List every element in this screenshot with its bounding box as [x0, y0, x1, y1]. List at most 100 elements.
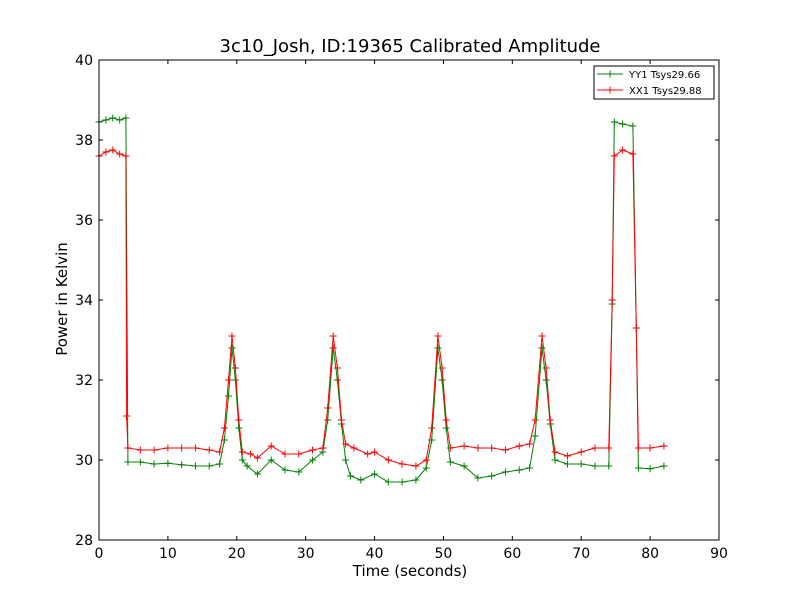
data-point-marker [191, 444, 199, 452]
data-point-marker [102, 148, 110, 156]
data-point-marker [231, 376, 239, 384]
y-tick-label: 34 [75, 293, 93, 309]
data-point-marker [102, 116, 110, 124]
data-point-marker [267, 442, 275, 450]
x-tick-label: 80 [641, 546, 659, 562]
data-point-marker [220, 424, 228, 432]
data-point-marker [150, 446, 158, 454]
data-point-marker [324, 416, 332, 424]
data-point-marker [610, 152, 618, 160]
data-point-marker [442, 416, 450, 424]
data-point-marker [526, 440, 534, 448]
data-point-marker [608, 296, 616, 304]
x-tick-label: 10 [159, 546, 177, 562]
data-point-marker [563, 460, 571, 468]
data-point-marker [605, 462, 613, 470]
data-point-marker [253, 454, 261, 462]
legend: YY1 Tsys29.66 XX1 Tsys29.88 [593, 65, 715, 100]
data-point-marker [577, 460, 585, 468]
data-point-marker [460, 462, 468, 470]
data-point-marker [605, 444, 613, 452]
data-point-marker [531, 432, 539, 440]
data-point-marker [109, 114, 117, 122]
x-tick-label: 90 [710, 546, 728, 562]
data-point-marker [371, 470, 379, 478]
data-point-marker [412, 462, 420, 470]
data-point-marker [337, 416, 345, 424]
data-point-marker [634, 464, 642, 472]
data-point-marker [446, 444, 454, 452]
legend-label: YY1 Tsys29.66 [628, 70, 700, 81]
y-tick-label: 40 [75, 53, 93, 69]
data-point-marker [216, 448, 224, 456]
data-point-marker [384, 478, 392, 486]
y-tick-label: 32 [75, 373, 93, 389]
data-point-marker [122, 114, 130, 122]
data-point-marker [235, 424, 243, 432]
data-point-marker [225, 392, 233, 400]
data-point-marker [501, 468, 509, 476]
x-tick-label: 30 [297, 546, 315, 562]
data-point-marker [346, 472, 354, 480]
data-point-marker [474, 474, 482, 482]
data-point-marker [350, 444, 358, 452]
data-point-marker [577, 448, 585, 456]
data-point-marker [235, 416, 243, 424]
data-point-marker [333, 376, 341, 384]
data-point-marker [136, 458, 144, 466]
data-point-marker [538, 344, 546, 352]
x-axis-label: Time (seconds) [352, 562, 468, 580]
data-point-marker [333, 364, 341, 372]
data-point-marker [591, 444, 599, 452]
data-point-marker [542, 376, 550, 384]
data-point-marker [216, 460, 224, 468]
data-point-marker [228, 332, 236, 340]
data-point-marker [205, 462, 213, 470]
data-point-marker [422, 464, 430, 472]
data-point-marker [191, 462, 199, 470]
series-layer [95, 114, 668, 486]
data-point-marker [150, 460, 158, 468]
data-point-marker [309, 446, 317, 454]
data-point-marker [412, 476, 420, 484]
data-point-marker [329, 332, 337, 340]
ticks-layer: 0 10 20 30 40 50 60 70 80 90 28 30 32 34 36 38 40 [75, 53, 728, 562]
y-tick-label: 36 [75, 213, 93, 229]
y-tick-label: 38 [75, 133, 93, 149]
plot-frame [98, 59, 720, 541]
data-point-marker [231, 364, 239, 372]
data-point-marker [542, 364, 550, 372]
data-point-marker [546, 416, 554, 424]
data-point-marker [205, 446, 213, 454]
y-tick-label: 30 [75, 453, 93, 469]
data-point-marker [164, 459, 172, 467]
series-line [98, 149, 664, 467]
data-point-marker [178, 444, 186, 452]
data-point-marker [434, 344, 442, 352]
data-point-marker [538, 332, 546, 340]
data-point-marker [238, 448, 246, 456]
data-point-marker [442, 424, 450, 432]
data-point-marker [619, 120, 627, 128]
data-point-marker [551, 448, 559, 456]
data-point-marker [228, 344, 236, 352]
data-point-marker [634, 444, 642, 452]
data-point-marker [178, 461, 186, 469]
legend-swatch-marker [606, 86, 614, 94]
data-point-marker [501, 446, 509, 454]
data-point-marker [563, 452, 571, 460]
data-point-marker [660, 442, 668, 450]
data-point-marker [488, 472, 496, 480]
data-point-marker [610, 118, 618, 126]
data-point-marker [526, 464, 534, 472]
data-point-marker [281, 450, 289, 458]
data-point-marker [438, 376, 446, 384]
data-point-marker [164, 444, 172, 452]
x-tick-label: 60 [503, 546, 521, 562]
data-point-marker [124, 444, 132, 452]
data-point-marker [488, 444, 496, 452]
data-point-marker [243, 462, 251, 470]
data-point-marker [247, 450, 255, 458]
x-tick-label: 20 [228, 546, 246, 562]
data-point-marker [398, 478, 406, 486]
